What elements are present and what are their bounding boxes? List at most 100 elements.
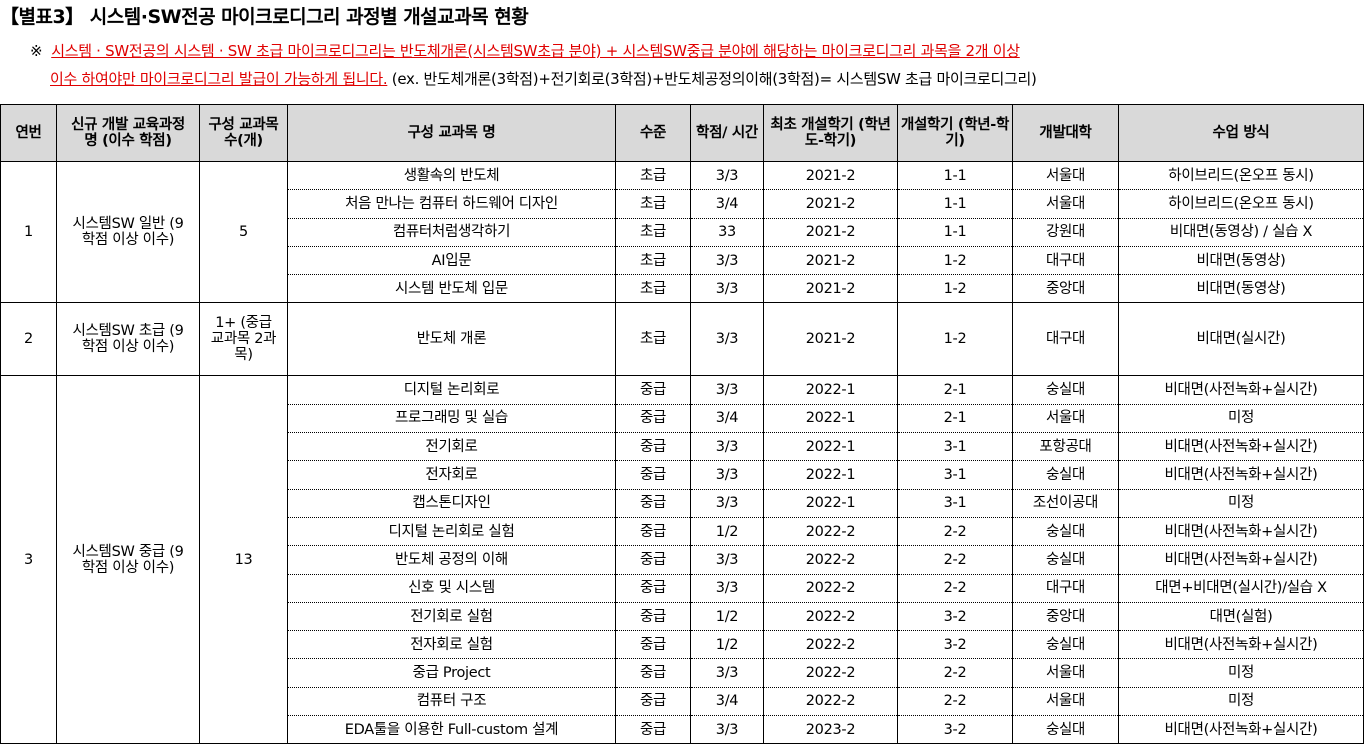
first-semester: 2021-2 [763,217,898,247]
semester: 3-2 [897,715,1013,745]
table-row: 디지털 논리회로 실험 중급 1/2 2022-2 2-2 숭실대 비대면(사전녹화+실시간… [1,516,1364,547]
course-name: 전기회로 실험 [287,601,616,632]
first-semester: 2021-2 [763,245,898,276]
first-semester: 2023-2 [763,715,898,745]
class-method: 비대면(사전녹화+실시간) [1118,375,1364,405]
course-count: 13 [199,375,288,745]
table-row: 반도체 공정의 이해 중급 3/3 2022-2 2-2 숭실대 비대면(사전녹화+실시간) [1,545,1364,575]
university: 대구대 [1012,573,1119,603]
credits-hours: 3/3 [690,302,764,377]
university: 대구대 [1012,245,1119,276]
semester: 3-2 [897,630,1013,660]
table-row: 처음 만나는 컴퓨터 하드웨어 디자인 초급 3/4 2021-2 1-1 서울대 하이브리… [1,189,1364,219]
class-method: 미정 [1118,403,1364,434]
class-method: 비대면(사전녹화+실시간) [1118,516,1364,547]
class-method: 비대면(사전녹화+실시간) [1118,715,1364,745]
credits-hours: 3/3 [690,160,764,191]
table-row: 컴퓨터처럼생각하기 초급 33 2021-2 1-1 강원대 비대면(동영상) / 실습 X [1,217,1364,247]
first-semester: 2022-1 [763,460,898,490]
group-number: 2 [0,302,57,377]
course-name: 전기회로 [287,432,616,462]
level: 중급 [615,516,691,547]
course-name: 컴퓨터처럼생각하기 [287,217,616,247]
university: 숭실대 [1012,715,1119,745]
class-method: 대면+비대면(실시간)/실습 X [1118,573,1364,603]
course-name: 프로그래밍 및 실습 [287,403,616,434]
level: 중급 [615,432,691,462]
semester: 2-1 [897,375,1013,405]
course-table: 연번 신규 개발 교육과정 명 (이수 학점) 구성 교과목 수(개) 구성 교과목 … [0,104,1364,745]
course-name: 캡스톤디자인 [287,488,616,518]
class-method: 비대면(실시간) [1118,302,1364,377]
level: 중급 [615,686,691,717]
level: 중급 [615,715,691,745]
credits-hours: 3/3 [690,274,764,304]
first-semester: 2022-2 [763,516,898,547]
level: 중급 [615,460,691,490]
university: 숭실대 [1012,630,1119,660]
table-row: 전기회로 실험 중급 1/2 2022-2 3-2 중앙대 대면(실험) [1,601,1364,632]
table-row: 중급 Project 중급 3/3 2022-2 2-2 서울대 미정 [1,658,1364,688]
course-name: AI입문 [287,245,616,276]
credits-hours: 3/3 [690,375,764,405]
course-name: EDA툴을 이용한 Full-custom 설계 [287,715,616,745]
class-method: 비대면(동영상) / 실습 X [1118,217,1364,247]
level: 중급 [615,573,691,603]
semester: 2-1 [897,403,1013,434]
column-header: 수업 방식 [1118,104,1364,162]
class-method: 미정 [1118,686,1364,717]
credits-hours: 3/3 [690,460,764,490]
table-row: 캡스톤디자인 중급 3/3 2022-1 3-1 조선이공대 미정 [1,488,1364,518]
table-row: 전자회로 중급 3/3 2022-1 3-1 숭실대 비대면(사전녹화+실시간) [1,460,1364,490]
group-name: 시스템SW 일반 (9학점 이상 이수) [56,160,200,304]
table-row: 시스템 반도체 입문 초급 3/3 2021-2 1-2 중앙대 비대면(동영상) [1,274,1364,304]
class-method: 비대면(동영상) [1118,245,1364,276]
credits-hours: 33 [690,217,764,247]
level: 초급 [615,302,691,377]
column-header: 신규 개발 교육과정 명 (이수 학점) [56,104,200,162]
credits-hours: 3/3 [690,432,764,462]
course-name: 전자회로 [287,460,616,490]
class-method: 비대면(사전녹화+실시간) [1118,630,1364,660]
column-header: 개발대학 [1012,104,1119,162]
semester: 1-2 [897,245,1013,276]
level: 중급 [615,375,691,405]
group-number: 3 [0,375,57,745]
level: 초급 [615,160,691,191]
class-method: 비대면(사전녹화+실시간) [1118,545,1364,575]
semester: 3-1 [897,488,1013,518]
table-row: EDA툴을 이용한 Full-custom 설계 중급 3/3 2023-2 3-2 숭실… [1,715,1364,745]
level: 중급 [615,630,691,660]
level: 초급 [615,245,691,276]
table-row: 2 시스템SW 초급 (9학점 이상 이수) 1+ (중급교과목 2과목) 반도체 개… [0,302,1364,377]
course-name: 중급 Project [287,658,616,688]
note-red-1: 시스템 · SW전공의 시스템 · SW 초급 마이크로디그리는 반도체개론(시… [51,42,1020,60]
column-header: 최초 개설학기 (학년도-학기) [763,104,898,162]
credits-hours: 1/2 [690,516,764,547]
note-mark: ※ [30,42,43,60]
semester: 2-2 [897,686,1013,717]
note-line-1: ※ 시스템 · SW전공의 시스템 · SW 초급 마이크로디그리는 반도체개론… [30,40,1020,61]
table-row: AI입문 초급 3/3 2021-2 1-2 대구대 비대면(동영상) [1,245,1364,276]
table-row: 전기회로 중급 3/3 2022-1 3-1 포항공대 비대면(사전녹화+실시간) [1,432,1364,462]
credits-hours: 3/3 [690,573,764,603]
note-line-2: 이수 하여야만 마이크로디그리 발급이 가능하게 됩니다. (ex. 반도체개론… [50,68,1037,89]
class-method: 비대면(사전녹화+실시간) [1118,432,1364,462]
class-method: 하이브리드(온오프 동시) [1118,160,1364,191]
university: 중앙대 [1012,601,1119,632]
table-row: 신호 및 시스템 중급 3/3 2022-2 2-2 대구대 대면+비대면(실시간)/실습 … [1,573,1364,603]
course-name: 신호 및 시스템 [287,573,616,603]
course-name: 생활속의 반도체 [287,160,616,191]
class-method: 대면(실험) [1118,601,1364,632]
course-count: 5 [199,160,288,304]
table-row: 1 시스템SW 일반 (9학점 이상 이수) 5 생활속의 반도체 초급 3/3 2021-… [0,160,1364,304]
level: 초급 [615,189,691,219]
credits-hours: 3/4 [690,686,764,717]
first-semester: 2021-2 [763,274,898,304]
university: 대구대 [1012,302,1119,377]
first-semester: 2022-2 [763,658,898,688]
level: 초급 [615,274,691,304]
first-semester: 2022-1 [763,488,898,518]
table-row: 3 시스템SW 중급 (9학점 이상 이수) 13 디지털 논리회로 중급 3/3 2022… [0,375,1364,745]
level: 중급 [615,545,691,575]
